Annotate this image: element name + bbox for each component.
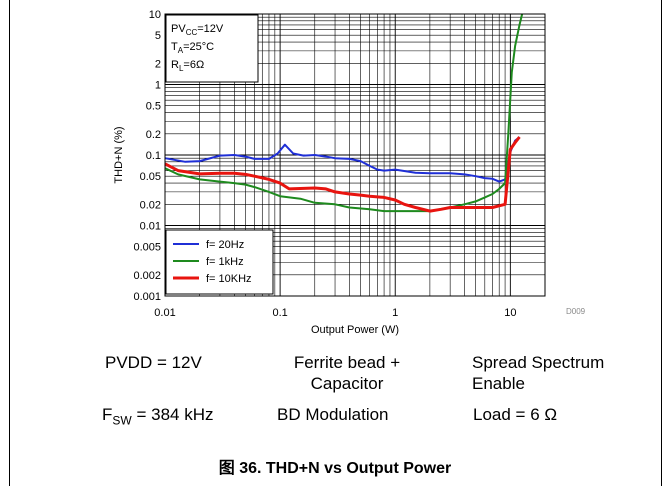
condition-line-2: RL=6Ω [171, 59, 204, 73]
legend-label-2: f= 10KHz [206, 273, 252, 285]
condition-sub: A [178, 46, 184, 55]
y-tick-label: 10 [149, 9, 161, 21]
legend-label-0: f= 20Hz [206, 239, 244, 251]
series-line-2 [164, 136, 521, 213]
x-axis-label: Output Power (W) [311, 324, 399, 336]
series-line-1 [164, 8, 525, 213]
load-condition: Load = 6 Ω [473, 405, 558, 424]
y-tick-label: 2 [155, 58, 161, 70]
y-tick-label: 0.5 [146, 101, 161, 113]
condition-main: PV [171, 23, 186, 35]
series-line-0 [164, 136, 521, 183]
condition-value: =25°C [183, 41, 214, 53]
figure-caption: 图 36. THD+N vs Output Power [218, 460, 452, 477]
y-tick-label: 0.001 [133, 291, 161, 303]
condition-sub: CC [186, 28, 198, 37]
y-tick-label: 1 [155, 80, 161, 92]
legend-label-1: f= 1kHz [206, 256, 244, 268]
y-tick-label: 0.002 [133, 270, 161, 282]
thdn-chart: 10 5 2 1 0.5 0.2 0.1 0.05 0.02 0.01 0.005 0.002 0.00… [113, 0, 586, 336]
y-tick-label: 0.005 [133, 242, 161, 254]
plot-top-mask [163, 0, 547, 14]
x-tick-label: 1 [392, 307, 398, 319]
y-tick-label: 5 [155, 30, 161, 42]
conditions-box [165, 14, 259, 83]
doc-id-label: D009 [566, 307, 586, 316]
y-tick-label: 0.2 [146, 129, 161, 141]
condition-value: =6Ω [183, 59, 204, 71]
plot-frame [164, 13, 546, 297]
x-tick-label: 0.01 [154, 307, 175, 319]
y-tick-label: 0.1 [146, 150, 161, 162]
pvdd-condition: PVDD = 12V [105, 353, 202, 372]
condition-line-1: TA=25°C [171, 41, 214, 55]
x-tick-label: 10 [504, 307, 516, 319]
condition-line-0: PVCC=12V [171, 23, 224, 37]
page-frame-left [9, 0, 10, 486]
condition-main: R [171, 59, 179, 71]
fsw-condition: FSW = 384 kHz [102, 405, 214, 428]
condition-sub: L [179, 64, 184, 73]
y-tick-label: 0.02 [140, 199, 161, 211]
y-tick-label: 0.05 [140, 171, 161, 183]
condition-main: T [171, 41, 178, 53]
bd-modulation-condition: BD Modulation [277, 405, 389, 424]
page-frame-right [661, 0, 662, 486]
condition-value: =12V [197, 23, 224, 35]
spread-spectrum-condition: Spread Spectrum Enable [472, 353, 605, 393]
y-tick-label: 0.01 [140, 221, 161, 233]
x-tick-label: 0.1 [272, 307, 287, 319]
ferrite-condition: Ferrite bead + Capacitor [293, 353, 401, 393]
y-axis-label: THD+N (%) [113, 126, 125, 183]
